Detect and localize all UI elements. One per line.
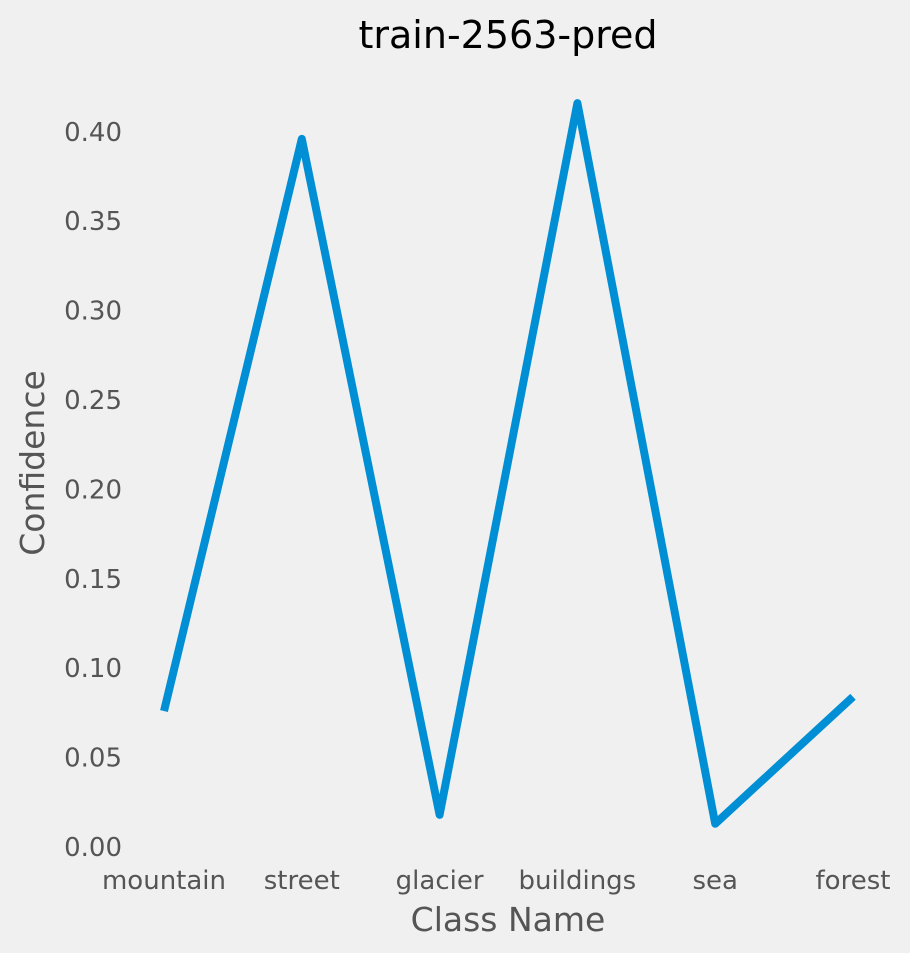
y-tick-label: 0.10 (64, 654, 122, 684)
x-tick-label-sea: sea (692, 866, 737, 896)
x-tick-label-glacier: glacier (396, 866, 484, 896)
y-tick-label: 0.40 (64, 118, 122, 148)
y-tick-label: 0.00 (64, 833, 122, 863)
y-tick-label: 0.20 (64, 475, 122, 505)
chart-title: train-2563-pred (359, 13, 658, 57)
x-tick-label-forest: forest (816, 866, 891, 896)
x-tick-label-street: street (264, 866, 340, 896)
y-tick-label: 0.05 (64, 744, 122, 774)
y-tick-label: 0.15 (64, 565, 122, 595)
x-axis-ticks: mountain street glacier buildings sea forest (102, 866, 890, 896)
y-axis-ticks: 0.00 0.05 0.10 0.15 0.20 0.25 0.30 0.35 0.40 (64, 118, 122, 863)
y-tick-label: 0.35 (64, 207, 122, 237)
series-group (160, 99, 856, 828)
y-tick-label: 0.30 (64, 297, 122, 327)
y-axis-label: Confidence (13, 370, 52, 556)
series-line (160, 99, 856, 828)
x-tick-label-mountain: mountain (102, 866, 226, 896)
y-tick-label: 0.25 (64, 386, 122, 416)
x-axis-label: Class Name (411, 900, 606, 939)
x-tick-label-buildings: buildings (519, 866, 637, 896)
